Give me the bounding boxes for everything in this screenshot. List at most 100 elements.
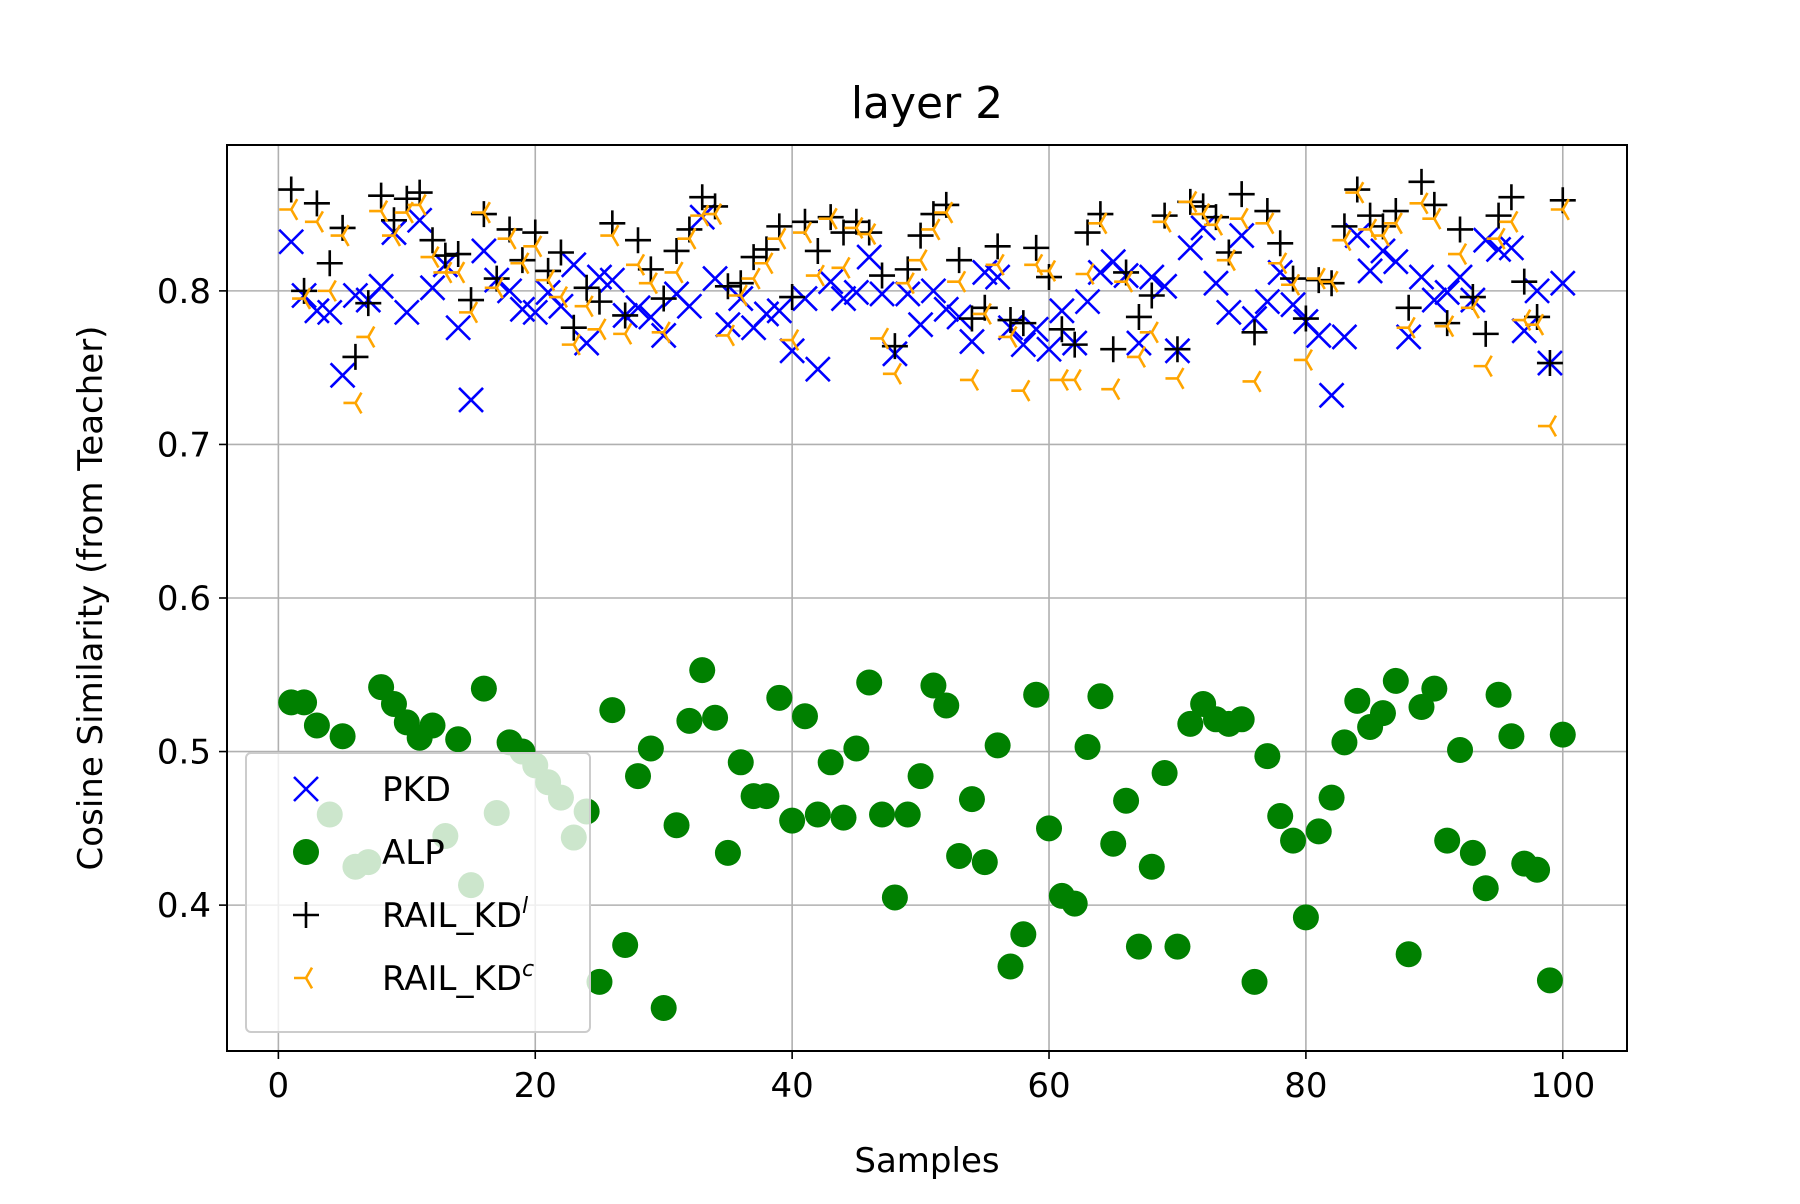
- data-point: [613, 322, 633, 345]
- data-point: [536, 269, 556, 292]
- data-point: [1203, 270, 1229, 297]
- data-point: [522, 299, 549, 326]
- x-axis-label: Samples: [854, 1141, 999, 1181]
- data-point: [1485, 202, 1512, 229]
- data-point: [1010, 310, 1037, 337]
- data-point: [1396, 316, 1416, 339]
- data-point: [637, 735, 664, 762]
- y-tick-label: 0.8: [157, 272, 211, 312]
- data-point: [1369, 700, 1396, 727]
- data-point: [1331, 213, 1358, 240]
- y-axis-label: Cosine Similarity (from Teacher): [71, 326, 111, 871]
- data-point: [727, 749, 754, 776]
- data-point: [1280, 291, 1306, 318]
- series-rail-kd-c: [279, 181, 1570, 438]
- data-point: [600, 224, 620, 247]
- data-point: [997, 307, 1024, 334]
- data-point: [958, 786, 985, 813]
- data-point: [1536, 967, 1563, 994]
- data-point: [894, 801, 921, 828]
- data-point: [1088, 212, 1108, 235]
- data-point: [1421, 287, 1448, 314]
- data-point: [587, 318, 607, 341]
- chart-title: layer 2: [851, 78, 1003, 129]
- data-point: [1459, 839, 1486, 866]
- data-point: [946, 842, 973, 869]
- data-point: [1268, 252, 1288, 275]
- data-point: [573, 274, 600, 301]
- data-point: [1010, 331, 1037, 358]
- data-point: [292, 287, 312, 310]
- data-point: [946, 304, 973, 330]
- data-point: [1332, 229, 1352, 252]
- data-point: [1036, 336, 1062, 363]
- data-point: [766, 297, 793, 324]
- data-point: [1100, 830, 1127, 857]
- data-point: [1049, 368, 1069, 391]
- data-point: [278, 228, 305, 255]
- data-point: [933, 692, 960, 719]
- data-point: [1241, 319, 1268, 346]
- data-point: [1549, 270, 1576, 297]
- data-point: [1036, 815, 1063, 842]
- data-point: [1511, 268, 1538, 295]
- data-point: [894, 281, 921, 307]
- data-point: [1125, 933, 1152, 960]
- data-point: [380, 207, 407, 234]
- data-point: [1409, 192, 1429, 215]
- data-point: [715, 324, 736, 347]
- data-point: [804, 801, 831, 828]
- data-point: [907, 311, 934, 338]
- data-point: [818, 207, 838, 230]
- data-point: [754, 252, 774, 275]
- data-point: [728, 284, 748, 307]
- data-point: [714, 273, 741, 300]
- data-point: [329, 723, 356, 750]
- data-point: [1074, 219, 1101, 246]
- data-point: [1177, 234, 1204, 261]
- data-point: [702, 704, 729, 731]
- data-point: [369, 199, 389, 223]
- data-point: [522, 219, 549, 246]
- data-point: [1382, 667, 1409, 694]
- data-point: [368, 273, 395, 300]
- data-point: [1138, 264, 1165, 290]
- data-point: [1382, 248, 1409, 275]
- data-point: [984, 233, 1011, 260]
- data-point: [1062, 368, 1082, 391]
- data-point: [1255, 212, 1275, 235]
- data-point: [766, 684, 793, 711]
- data-point: [1139, 321, 1159, 344]
- data-point: [548, 285, 569, 309]
- data-point: [1100, 336, 1127, 363]
- data-point: [857, 223, 877, 246]
- data-point: [1138, 853, 1165, 880]
- data-point: [895, 272, 915, 295]
- data-point: [817, 749, 844, 776]
- data-point: [1382, 198, 1409, 225]
- data-point: [303, 297, 330, 324]
- x-tick-label: 0: [268, 1066, 290, 1106]
- data-point: [1472, 320, 1499, 347]
- data-point: [1061, 331, 1088, 358]
- data-point: [612, 932, 639, 959]
- data-point: [663, 237, 690, 264]
- data-point: [958, 305, 985, 332]
- data-point: [638, 272, 658, 295]
- data-point: [1498, 234, 1525, 261]
- data-point: [637, 304, 664, 330]
- data-point: [1037, 259, 1057, 282]
- data-point: [317, 279, 337, 302]
- data-point: [1383, 212, 1403, 235]
- data-point: [1036, 264, 1063, 291]
- data-point: [998, 325, 1018, 348]
- data-point: [1241, 968, 1268, 995]
- data-point: [870, 327, 890, 350]
- data-point: [432, 242, 459, 269]
- data-point: [1498, 723, 1525, 750]
- data-point: [470, 675, 497, 702]
- data-point: [574, 295, 594, 318]
- data-point: [1370, 224, 1391, 247]
- data-point: [1357, 257, 1384, 284]
- data-point: [1318, 382, 1345, 409]
